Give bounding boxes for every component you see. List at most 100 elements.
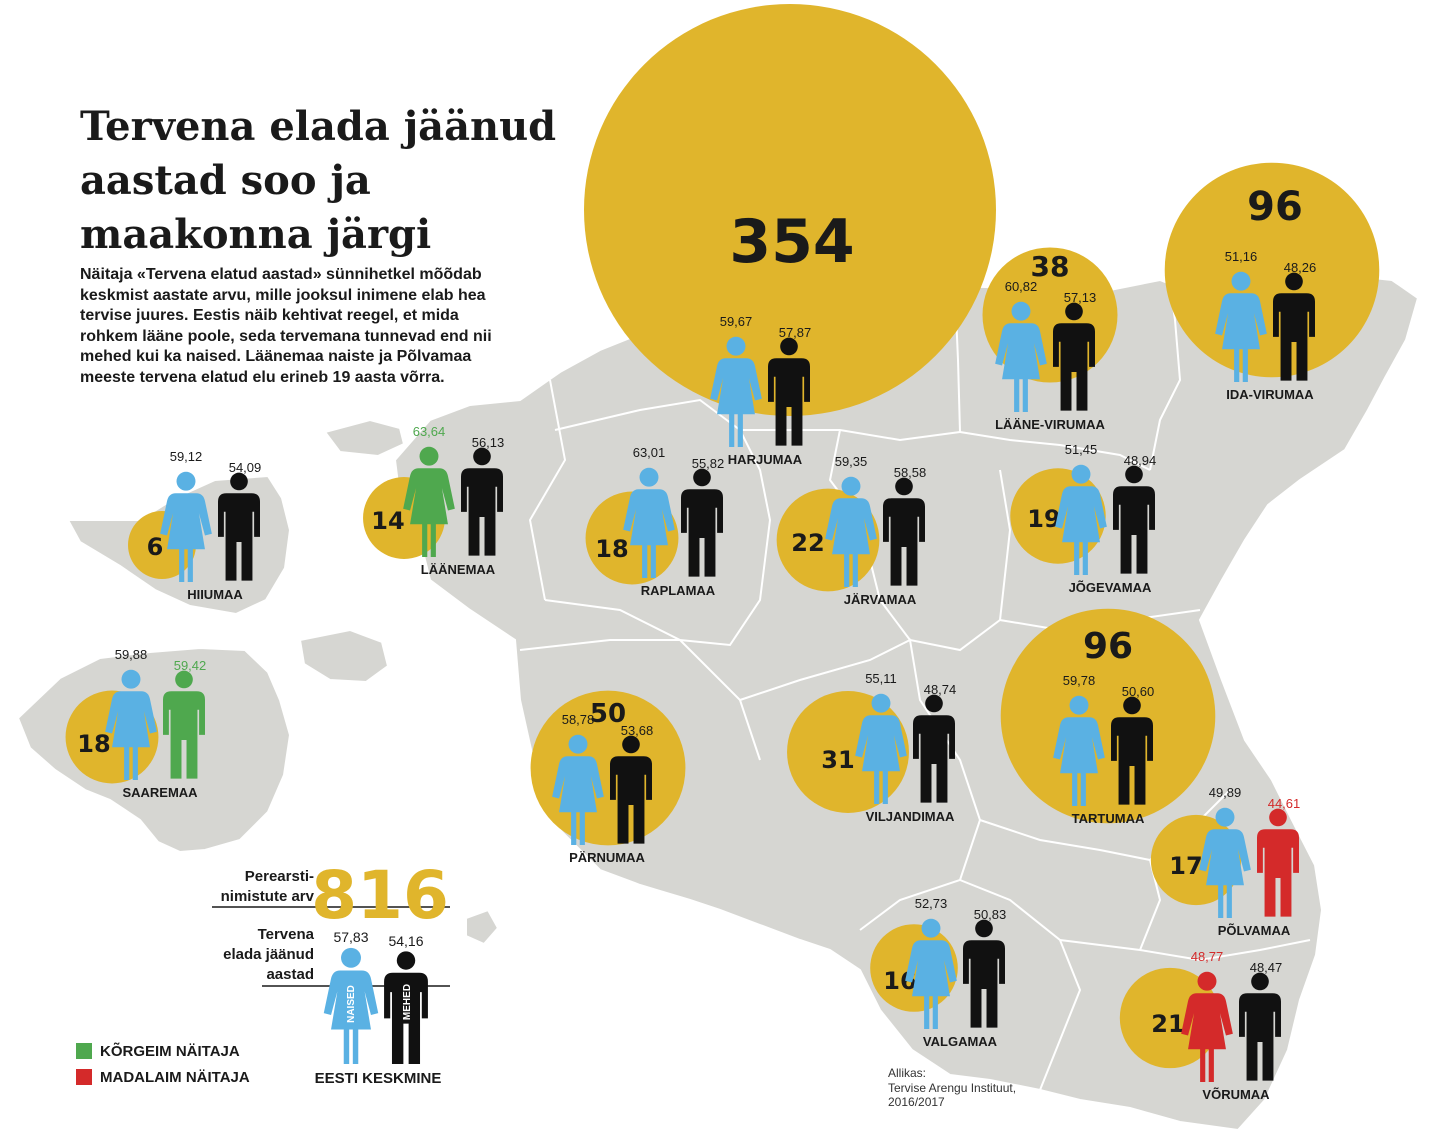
clinic-count-raplamaa: 18 (595, 535, 628, 563)
women-years-raplamaa: 63,01 (633, 445, 666, 460)
men-years-jarvamaa: 58,58 (894, 465, 927, 480)
clinic-count-saaremaa: 18 (77, 730, 110, 758)
border-laane-harju (528, 379, 567, 601)
county-name-laanemaa: LÄÄNEMAA (421, 562, 496, 577)
county-name-viljandimaa: VILJANDIMAA (866, 809, 955, 824)
men-years-parnumaa: 53,68 (621, 723, 654, 738)
source-line-2: Tervise Arengu Instituut, (888, 1080, 1017, 1095)
county-name-saaremaa: SAAREMAA (122, 785, 198, 800)
kihnu-island (465, 908, 500, 946)
border-rapla (544, 398, 772, 647)
national-men-years: 54,16 (388, 933, 423, 949)
years-label-line-3: aastad (266, 966, 314, 983)
clinic-circle-harjumaa (584, 4, 996, 416)
years-label-line-1: Tervena (258, 926, 315, 943)
men-tag: MEHED (402, 984, 413, 1020)
page-title: Tervena elada jäänud aastad soo ja maako… (80, 103, 557, 258)
women-years-laanemaa: 63,64 (413, 424, 446, 439)
men-years-hiiumaa: 54,09 (229, 460, 262, 475)
women-years-polvamaa: 49,89 (1209, 785, 1242, 800)
clinics-label-line-1: Perearsti- (245, 868, 314, 885)
men-years-jogevamaa: 48,94 (1124, 453, 1157, 468)
men-years-laanemaa: 56,13 (472, 435, 505, 450)
clinic-count-jogevamaa: 19 (1027, 505, 1060, 533)
national-caption: EESTI KESKMINE (315, 1070, 442, 1087)
clinic-count-jarvamaa: 22 (791, 529, 824, 557)
border-polva-voru (1059, 939, 1311, 962)
women-years-harjumaa: 59,67 (720, 314, 753, 329)
women-years-ida-virumaa: 51,16 (1225, 249, 1258, 264)
legend-label-highest: KÕRGEIM NÄITAJA (100, 1042, 240, 1060)
women-years-vorumaa: 48,77 (1191, 949, 1224, 964)
county-name-hiiumaa: HIIUMAA (187, 587, 243, 602)
clinic-count-polvamaa: 17 (1169, 852, 1202, 880)
county-name-ida-virumaa: IDA-VIRUMAA (1226, 387, 1314, 402)
source-line-1: Allikas: (888, 1066, 927, 1080)
clinics-label-line-2: nimistute arv (221, 888, 315, 905)
vormsi-island (323, 418, 406, 458)
men-years-ida-virumaa: 48,26 (1284, 260, 1317, 275)
women-years-viljandimaa: 55,11 (865, 671, 897, 686)
clinic-count-viljandimaa: 31 (821, 746, 854, 774)
men-years-polvamaa: 44,61 (1268, 796, 1301, 811)
legend-swatch-lowest (76, 1069, 92, 1085)
legend: KÕRGEIM NÄITAJA MADALAIM NÄITAJA (76, 1040, 250, 1092)
border-laane-viru-south (959, 431, 1151, 471)
clinic-count-parnumaa: 50 (590, 699, 626, 729)
county-name-raplamaa: RAPLAMAA (641, 583, 716, 598)
women-tag: NAISED (346, 985, 357, 1023)
muhu-island (298, 628, 390, 684)
legend-item-highest: KÕRGEIM NÄITAJA (76, 1040, 250, 1062)
legend-swatch-highest (76, 1043, 92, 1059)
years-label-line-2: elada jäänud (223, 946, 314, 963)
source-note: Allikas: Tervise Arengu Instituut, 2016/… (888, 1066, 1078, 1110)
men-years-saaremaa: 59,42 (174, 658, 207, 673)
border-harju-south (740, 429, 961, 442)
county-name-laane-virumaa: LÄÄNE-VIRUMAA (995, 417, 1105, 432)
clinic-count-harjumaa: 354 (729, 207, 854, 277)
county-name-polvamaa: PÕLVAMAA (1218, 923, 1291, 938)
men-years-vorumaa: 48,47 (1250, 960, 1283, 975)
women-years-parnumaa: 58,78 (562, 712, 595, 727)
border-parnu-north (519, 639, 761, 761)
clinic-count-vorumaa: 21 (1151, 1010, 1184, 1038)
women-years-hiiumaa: 59,12 (170, 449, 203, 464)
county-name-jogevamaa: JÕGEVAMAA (1069, 580, 1152, 595)
source-line-3: 2016/2017 (888, 1095, 945, 1109)
intro-text: Näitaja «Tervena elatud aastad» sünnihet… (80, 266, 492, 386)
women-years-valgamaa: 52,73 (915, 896, 948, 911)
women-years-tartumaa: 59,78 (1063, 673, 1096, 688)
men-years-laane-virumaa: 57,13 (1064, 290, 1097, 305)
women-years-jogevamaa: 51,45 (1065, 442, 1098, 457)
men-years-raplamaa: 55,82 (692, 456, 725, 471)
border-jarva (828, 429, 1001, 652)
national-women-years: 57,83 (333, 929, 368, 945)
national-clinics-count: 816 (311, 857, 449, 934)
clinic-count-laanemaa: 14 (371, 507, 404, 535)
clinic-count-tartumaa: 96 (1083, 626, 1133, 667)
men-years-viljandimaa: 48,74 (924, 682, 957, 697)
county-name-harjumaa: HARJUMAA (728, 452, 803, 467)
county-name-vorumaa: VÕRUMAA (1202, 1087, 1270, 1102)
clinic-count-hiiumaa: 6 (147, 533, 164, 561)
legend-label-lowest: MADALAIM NÄITAJA (100, 1068, 250, 1086)
men-years-valgamaa: 50,83 (974, 907, 1007, 922)
women-years-jarvamaa: 59,35 (835, 454, 868, 469)
women-years-saaremaa: 59,88 (115, 647, 148, 662)
men-years-harjumaa: 57,87 (779, 325, 812, 340)
county-name-valgamaa: VALGAMAA (923, 1034, 998, 1049)
county-name-tartumaa: TARTUMAA (1072, 811, 1145, 826)
border-tartu-south (979, 789, 1231, 862)
men-years-tartumaa: 50,60 (1122, 684, 1155, 699)
clinic-count-ida-virumaa: 96 (1247, 184, 1303, 230)
clinic-circle-tartumaa (1000, 608, 1216, 824)
border-valga (959, 879, 1082, 1091)
county-name-jarvamaa: JÄRVAMAA (844, 592, 917, 607)
legend-item-lowest: MADALAIM NÄITAJA (76, 1066, 250, 1088)
women-years-laane-virumaa: 60,82 (1005, 279, 1038, 294)
county-figures: 354 59,67 57,87 HARJUMAA 96 51,16 48,26 IDA-VIR… (77, 184, 1316, 1102)
clinic-count-laane-virumaa: 38 (1031, 250, 1070, 283)
county-name-parnumaa: PÄRNUMAA (569, 850, 645, 865)
